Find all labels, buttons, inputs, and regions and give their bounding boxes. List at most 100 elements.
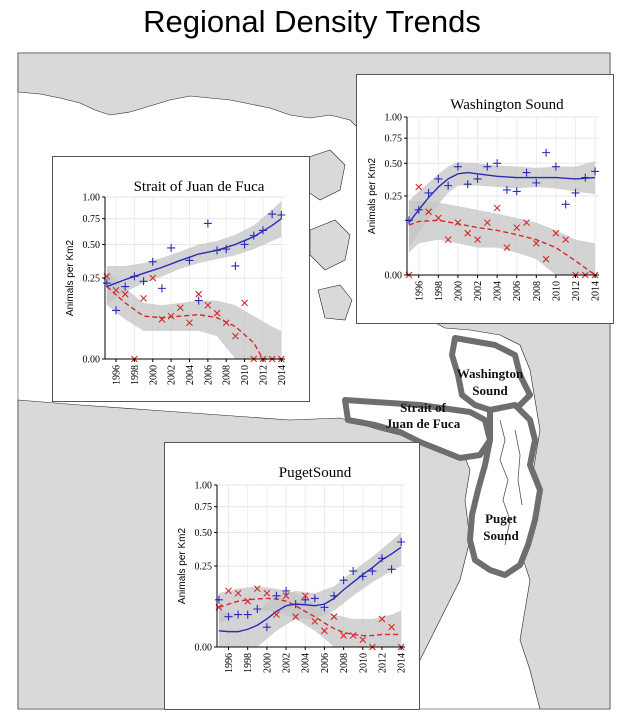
data-point-series-1 [571,188,580,197]
x-tick-label: 2014 [397,653,408,673]
data-point-series-1 [358,572,367,581]
data-point-series-1 [330,591,339,600]
y-tick-label: 0.75 [83,214,101,225]
x-tick-label: 2014 [277,365,288,385]
data-point-series-2 [311,617,319,625]
data-point-series-2 [493,204,501,212]
data-point-series-2 [513,224,521,231]
map-label: Sound [472,383,508,398]
data-point-series-1 [282,586,291,595]
y-tick-label: 0.75 [385,134,403,145]
data-point-series-1 [368,567,377,576]
data-point-series-2 [444,236,452,244]
region-puget-sound-outline [467,402,543,578]
data-point-series-1 [102,279,111,288]
data-point-series-2 [112,286,120,294]
y-tick-label: 0.50 [83,240,101,251]
data-point-series-2 [225,587,232,595]
y-tick-label: 1.00 [83,193,101,204]
y-axis-label: Animals per Km2 [65,239,76,316]
data-point-series-2 [282,592,290,600]
data-point-series-2 [378,615,386,623]
x-tick-label: 1998 [434,281,445,301]
trend-line-series-1 [408,171,596,224]
data-point-series-1 [591,167,600,176]
data-point-series-1 [453,162,462,171]
map-label: Washington [457,366,524,381]
x-tick-label: 2012 [571,281,582,301]
data-point-series-1 [167,243,176,252]
data-point-series-2 [474,236,481,244]
map-label: Sound [483,528,519,543]
x-tick-label: 2008 [532,281,543,301]
chart-title: PugetSound [279,465,352,481]
data-point-series-2 [186,319,193,327]
data-point-series-1 [414,205,423,214]
trend-line-series-2 [408,219,596,276]
island [317,284,353,321]
data-point-series-1 [320,603,329,612]
y-tick-label: 0.00 [83,355,101,366]
data-point-series-1 [502,185,511,194]
data-point-series-1 [157,284,166,293]
data-point-series-1 [473,174,482,183]
confidence-band-series-1 [218,532,402,647]
data-point-series-2 [121,290,129,298]
y-tick-label: 1.00 [385,113,403,124]
y-axis-label: Animals per Km2 [367,157,378,234]
x-tick-label: 1998 [243,653,254,673]
y-axis-label: Animals per Km2 [177,527,188,604]
x-tick-label: 1996 [414,281,425,301]
trend-line-series-2 [218,597,402,637]
data-point-series-1 [258,226,267,235]
y-tick-label: 0.25 [195,562,213,573]
chart-panel-washington-sound: Washington Sound 0.00 0.25 0.50 0.75 1.00 1996… [356,74,614,324]
data-point-series-1 [224,612,233,621]
map-label: Puget [485,511,517,526]
data-point-series-1 [532,178,541,187]
y-tick-label: 0.00 [385,271,403,282]
data-point-series-2 [523,219,530,226]
data-point-series-1 [434,174,443,183]
data-point-series-2 [241,299,248,307]
data-point-series-1 [249,231,258,240]
data-point-series-2 [454,219,462,226]
data-point-series-2 [204,301,212,309]
x-tick-label: 2010 [240,365,251,385]
x-tick-label: 2000 [262,653,273,673]
x-tick-label: 2004 [185,365,196,385]
data-point-series-2 [349,632,357,639]
data-point-series-2 [253,585,261,592]
data-point-series-1 [272,591,281,600]
data-point-series-2 [149,274,157,282]
data-point-series-1 [112,306,121,315]
data-point-series-1 [121,282,130,291]
data-point-series-1 [222,245,231,254]
map-label: Juan de Fuca [386,416,461,431]
chart-panel-strait-of-juan-de-fuca: Strait of Juan de Fuca 0.00 0.25 0.50 0.75 1.… [52,156,310,402]
data-point-series-1 [194,296,203,305]
data-point-series-1 [277,211,286,220]
trend-line-series-1 [106,218,282,288]
data-point-series-1 [377,554,386,563]
x-tick-label: 1996 [224,653,235,673]
data-point-series-1 [424,188,433,197]
data-point-series-2 [244,597,252,605]
data-point-series-1 [130,272,139,281]
x-tick-label: 2012 [258,365,269,385]
x-tick-label: 2004 [493,281,504,301]
data-point-series-1 [203,219,212,228]
data-point-series-1 [493,159,502,168]
data-point-series-1 [339,576,348,585]
data-point-series-1 [483,162,492,171]
data-point-series-1 [581,173,590,182]
data-point-series-2 [213,309,221,317]
x-tick-label: 2006 [512,281,523,301]
trend-line-series-1 [218,546,402,633]
y-tick-label: 0.50 [195,528,213,539]
y-tick-label: 0.25 [385,192,403,203]
chart-strait-of-juan-de-fuca: Strait of Juan de Fuca 0.00 0.25 0.50 0.75 1.… [65,179,288,385]
data-point-series-1 [262,623,271,632]
island [309,219,351,271]
trend-line-series-2 [106,286,282,360]
